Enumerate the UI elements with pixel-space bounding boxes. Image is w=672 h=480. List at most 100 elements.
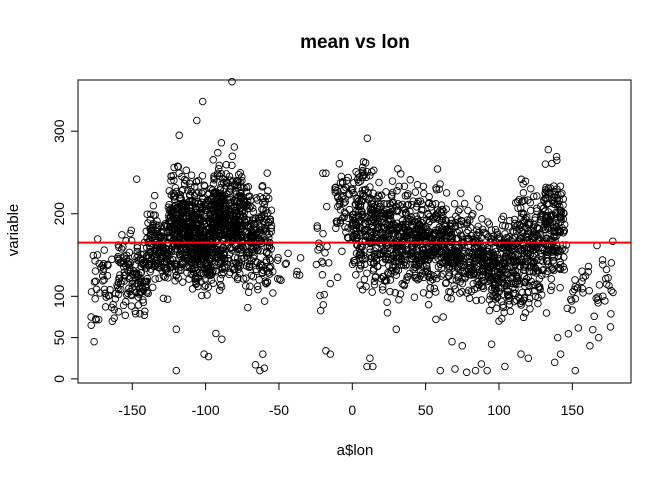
- data-point: [262, 279, 270, 288]
- data-point: [483, 244, 491, 252]
- data-point: [352, 234, 361, 242]
- data-point: [169, 189, 178, 197]
- data-point: [213, 254, 221, 262]
- data-point: [386, 287, 394, 296]
- y-tick-label: 0: [51, 375, 67, 383]
- data-point: [475, 280, 483, 289]
- data-point: [470, 244, 479, 252]
- data-point: [421, 222, 429, 231]
- data-point: [258, 183, 266, 191]
- data-point: [204, 283, 213, 291]
- data-point: [170, 176, 178, 185]
- data-point: [504, 222, 513, 231]
- y-tick-label: 300: [51, 119, 67, 143]
- data-point: [169, 210, 177, 218]
- data-point: [495, 317, 503, 325]
- data-point: [413, 251, 421, 259]
- data-point: [584, 262, 593, 271]
- data-point: [408, 255, 416, 263]
- data-point: [151, 275, 159, 283]
- data-point: [370, 218, 378, 227]
- data-point: [209, 180, 218, 188]
- data-point: [533, 192, 541, 200]
- data-point: [375, 214, 384, 222]
- data-point: [344, 173, 352, 182]
- data-point: [393, 219, 401, 228]
- data-point: [437, 264, 446, 272]
- data-point: [366, 248, 374, 257]
- data-point: [192, 253, 201, 261]
- data-point: [429, 240, 437, 249]
- data-point: [532, 269, 540, 277]
- data-point: [578, 284, 587, 293]
- data-point: [512, 272, 521, 281]
- data-point: [324, 259, 333, 267]
- data-point: [485, 295, 494, 304]
- data-point: [219, 187, 227, 196]
- data-point: [554, 191, 562, 199]
- data-point: [352, 231, 361, 239]
- data-point: [549, 200, 558, 208]
- data-point: [356, 200, 365, 209]
- data-point: [433, 165, 442, 173]
- y-tick-label: 100: [51, 284, 67, 308]
- data-point: [363, 362, 371, 371]
- data-point: [548, 251, 557, 260]
- data-point: [190, 249, 198, 257]
- data-point: [170, 203, 179, 211]
- data-point: [239, 275, 248, 283]
- data-point: [284, 249, 292, 258]
- data-point: [523, 230, 532, 239]
- data-point: [331, 188, 340, 197]
- data-point: [263, 278, 272, 286]
- data-point: [101, 303, 110, 311]
- data-point: [174, 163, 183, 171]
- data-point: [512, 280, 520, 289]
- data-point: [488, 256, 497, 265]
- data-point: [424, 227, 433, 236]
- data-point: [392, 248, 400, 256]
- data-point: [377, 191, 386, 199]
- data-point: [151, 254, 159, 262]
- data-point: [192, 276, 201, 284]
- data-point: [176, 260, 185, 269]
- data-point: [117, 285, 125, 294]
- data-point: [424, 269, 433, 278]
- data-point: [422, 261, 431, 269]
- data-point: [599, 292, 607, 300]
- data-point: [477, 296, 486, 304]
- data-point: [387, 191, 396, 199]
- data-point: [487, 249, 496, 258]
- data-point: [131, 279, 139, 288]
- data-point: [433, 274, 441, 283]
- data-point: [439, 207, 448, 216]
- data-point: [366, 354, 374, 362]
- x-tick-label: 100: [487, 402, 511, 418]
- data-point: [128, 280, 137, 288]
- data-point: [373, 262, 382, 270]
- data-point: [455, 255, 463, 263]
- data-point: [467, 231, 475, 240]
- data-point: [367, 168, 376, 176]
- data-point: [174, 219, 182, 228]
- data-point: [91, 295, 99, 303]
- data-point: [416, 266, 425, 275]
- data-point: [543, 194, 551, 202]
- data-point: [94, 315, 103, 324]
- data-point: [388, 177, 397, 185]
- data-point: [211, 219, 219, 227]
- data-point: [414, 215, 422, 223]
- data-point: [261, 224, 270, 233]
- data-point: [203, 291, 211, 299]
- data-point: [244, 288, 253, 296]
- data-point: [179, 185, 187, 194]
- data-point: [386, 199, 394, 208]
- data-point: [537, 253, 545, 261]
- data-point: [219, 250, 228, 259]
- y-axis: 0 50 100 200 300: [51, 119, 79, 383]
- data-point: [460, 199, 469, 208]
- data-point: [188, 285, 197, 293]
- data-point: [471, 237, 479, 245]
- data-point: [403, 201, 411, 209]
- data-point: [242, 282, 250, 290]
